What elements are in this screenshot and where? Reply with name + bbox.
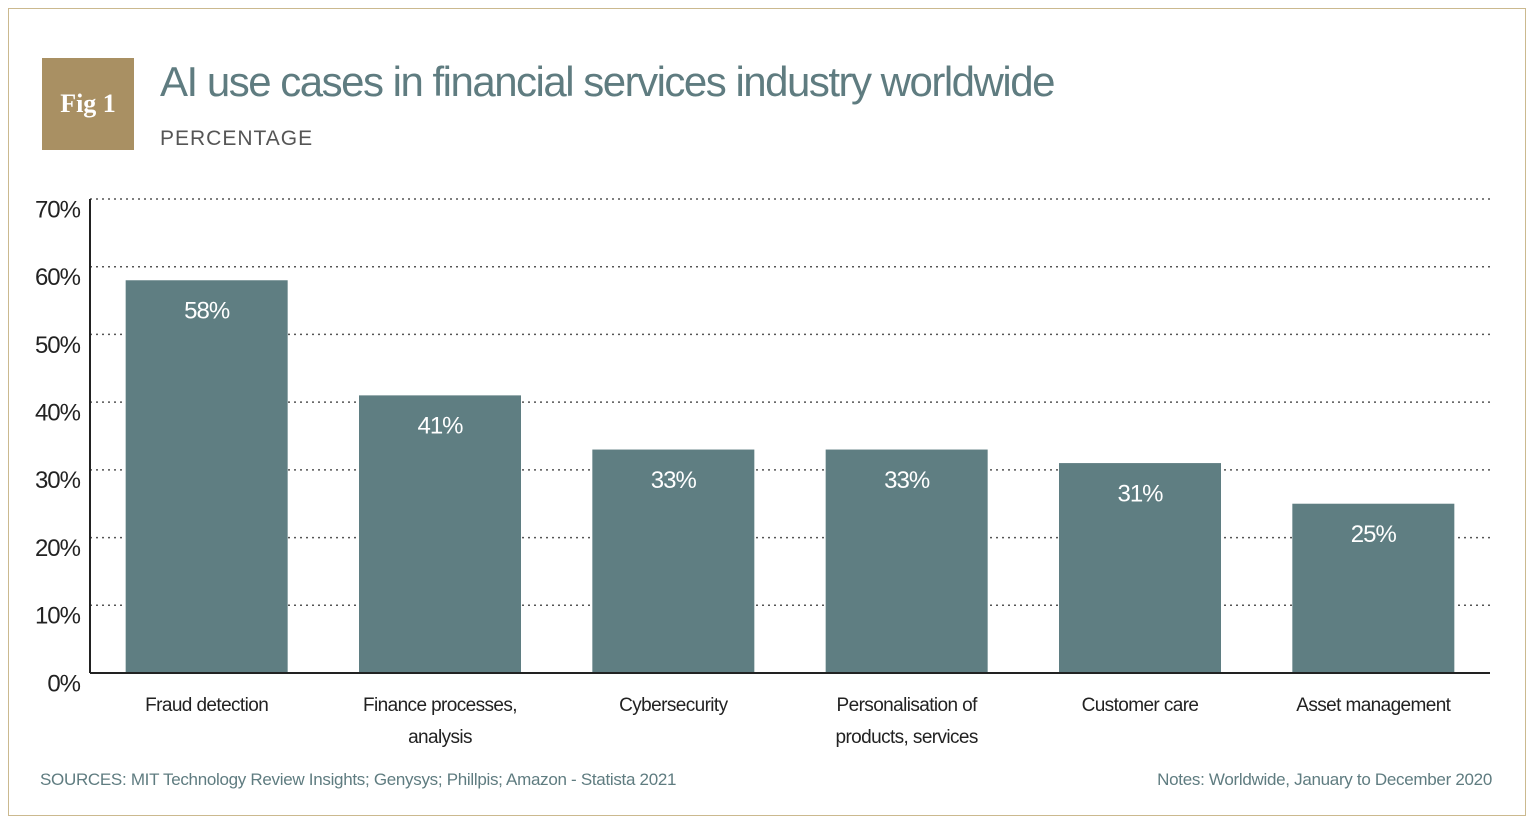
y-tick-label: 20% xyxy=(35,535,81,562)
value-label: 41% xyxy=(417,413,463,440)
figure-label: Fig 1 xyxy=(42,58,134,150)
bar xyxy=(359,395,521,673)
value-label: 31% xyxy=(1117,480,1163,507)
x-tick-label: Fraud detection xyxy=(145,695,269,716)
x-tick-label: Customer care xyxy=(1081,695,1199,716)
value-label: 33% xyxy=(884,467,930,494)
y-tick-label: 50% xyxy=(35,332,81,359)
y-tick-label: 70% xyxy=(35,196,81,223)
x-tick-label: Finance processes, analysis xyxy=(363,695,518,748)
y-tick-label: 10% xyxy=(35,603,81,630)
x-tick-label: Personalisation of products, services xyxy=(835,695,978,748)
y-tick-label: 0% xyxy=(47,670,80,697)
y-tick-label: 40% xyxy=(35,399,81,426)
y-tick-label: 60% xyxy=(35,264,81,291)
value-label: 25% xyxy=(1351,521,1397,548)
chart-title: AI use cases in financial services indus… xyxy=(160,58,1055,105)
bar xyxy=(125,280,288,673)
x-tick-label: Cybersecurity xyxy=(619,695,728,716)
source: SOURCES: MIT Technology Review Insights;… xyxy=(40,770,677,789)
value-label: 33% xyxy=(651,467,697,494)
value-label: 58% xyxy=(184,298,230,325)
notes: Notes: Worldwide, January to December 20… xyxy=(1157,770,1492,789)
x-tick-label: Asset management xyxy=(1296,695,1451,716)
frame xyxy=(8,8,1526,816)
bar xyxy=(1059,463,1221,673)
bar xyxy=(825,449,988,673)
chart-subtitle: PERCENTAGE xyxy=(160,127,314,150)
y-tick-label: 30% xyxy=(35,467,81,494)
bar xyxy=(592,449,755,673)
bar xyxy=(1292,503,1455,673)
